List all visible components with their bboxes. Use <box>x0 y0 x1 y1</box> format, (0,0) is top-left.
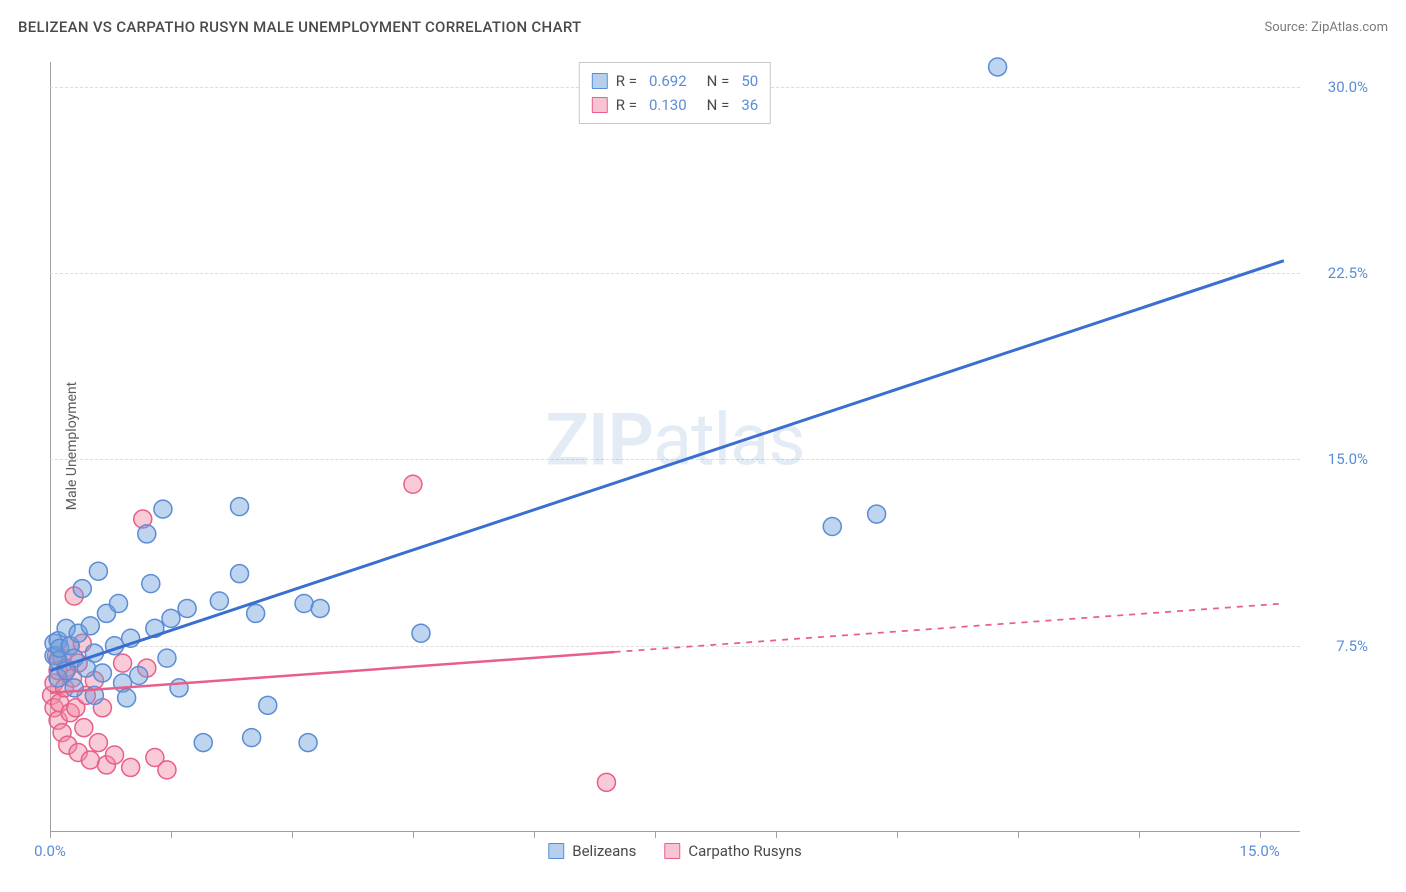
data-point <box>118 689 136 707</box>
data-point <box>295 594 313 612</box>
data-point <box>194 734 212 752</box>
legend-label: Belizeans <box>572 842 636 860</box>
data-point <box>412 624 430 642</box>
legend-item: Carpatho Rusyns <box>664 842 801 860</box>
data-point <box>93 664 111 682</box>
x-tick <box>413 832 414 838</box>
y-tick-label: 22.5% <box>1328 264 1368 282</box>
legend-row: R = 0.692 N = 50 <box>592 69 758 93</box>
data-point <box>868 505 886 523</box>
legend-swatch <box>592 97 608 113</box>
data-point <box>75 719 93 737</box>
data-point <box>154 500 172 518</box>
scatter-plot <box>50 62 1300 832</box>
data-point <box>311 599 329 617</box>
data-point <box>597 773 615 791</box>
plot-area: 7.5%15.0%22.5%30.0% 0.0%15.0% ZIPatlas R… <box>50 62 1300 832</box>
r-value: 0.130 <box>649 93 687 117</box>
data-point <box>89 562 107 580</box>
data-point <box>823 517 841 535</box>
data-point <box>81 617 99 635</box>
x-tick <box>897 832 898 838</box>
data-point <box>81 751 99 769</box>
x-tick <box>1018 832 1019 838</box>
data-point <box>158 761 176 779</box>
x-tick <box>655 832 656 838</box>
x-tick <box>171 832 172 838</box>
data-point <box>138 525 156 543</box>
y-tick-label: 30.0% <box>1328 78 1368 96</box>
data-point <box>89 734 107 752</box>
data-point <box>73 580 91 598</box>
data-point <box>404 475 422 493</box>
title-bar: BELIZEAN VS CARPATHO RUSYN MALE UNEMPLOY… <box>18 18 1388 36</box>
data-point <box>170 679 188 697</box>
data-point <box>158 649 176 667</box>
legend-swatch <box>592 73 608 89</box>
data-point <box>231 565 249 583</box>
data-point <box>299 734 317 752</box>
legend-row: R = 0.130 N = 36 <box>592 93 758 117</box>
data-point <box>110 594 128 612</box>
x-tick <box>292 832 293 838</box>
x-tick <box>534 832 535 838</box>
correlation-legend: R = 0.692 N = 50 R = 0.130 N = 36 <box>579 62 771 124</box>
y-tick-label: 15.0% <box>1328 450 1368 468</box>
data-point <box>130 667 148 685</box>
data-point <box>162 609 180 627</box>
data-point <box>114 654 132 672</box>
legend-item: Belizeans <box>548 842 636 860</box>
series-legend: Belizeans Carpatho Rusyns <box>548 842 801 860</box>
trend-line-extrapolated <box>615 603 1284 652</box>
legend-swatch <box>664 843 680 859</box>
r-label: R = <box>616 93 637 117</box>
x-tick-label: 15.0% <box>1240 842 1280 860</box>
data-point <box>122 758 140 776</box>
n-value: 36 <box>741 93 758 117</box>
x-tick <box>50 832 51 838</box>
data-point <box>178 599 196 617</box>
data-point <box>106 746 124 764</box>
x-tick <box>1260 832 1261 838</box>
data-point <box>65 679 83 697</box>
source-attribution: Source: ZipAtlas.com <box>1264 20 1388 35</box>
data-point <box>210 592 228 610</box>
legend-swatch <box>548 843 564 859</box>
data-point <box>259 696 277 714</box>
data-point <box>243 729 261 747</box>
data-point <box>989 58 1007 76</box>
data-point <box>231 498 249 516</box>
data-point <box>247 604 265 622</box>
legend-label: Carpatho Rusyns <box>688 842 801 860</box>
r-value: 0.692 <box>649 69 687 93</box>
n-label: N = <box>707 93 730 117</box>
n-label: N = <box>707 69 730 93</box>
trend-line <box>50 261 1284 671</box>
n-value: 50 <box>741 69 758 93</box>
x-tick-label: 0.0% <box>34 842 66 860</box>
chart-title: BELIZEAN VS CARPATHO RUSYN MALE UNEMPLOY… <box>18 18 582 36</box>
x-tick <box>776 832 777 838</box>
y-tick-label: 7.5% <box>1336 637 1368 655</box>
x-tick <box>1139 832 1140 838</box>
r-label: R = <box>616 69 637 93</box>
data-point <box>142 575 160 593</box>
